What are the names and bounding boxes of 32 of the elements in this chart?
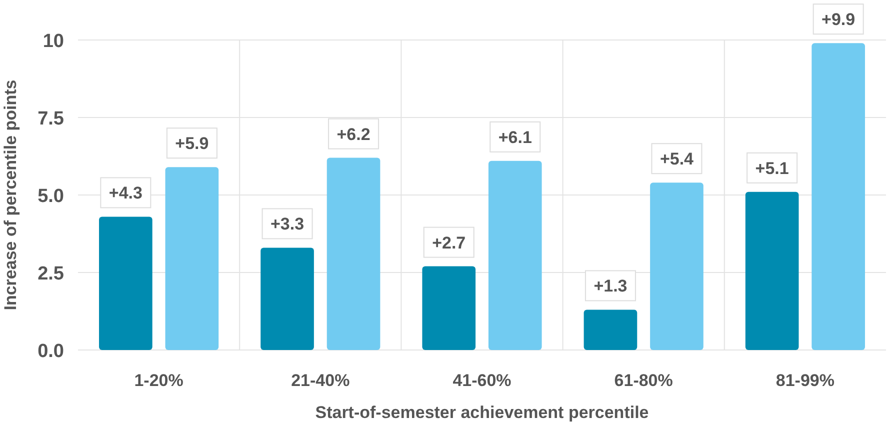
y-tick-label: 5.0: [38, 186, 64, 207]
data-label: +5.1: [755, 158, 789, 178]
bar: [488, 160, 542, 350]
data-label: +4.3: [108, 184, 142, 203]
bar: [745, 192, 799, 350]
x-tick-label: 81-99%: [776, 371, 835, 390]
y-tick-label: 2.5: [38, 264, 64, 284]
bar: [650, 182, 704, 350]
bar: [165, 167, 219, 350]
data-label: +5.4: [660, 150, 694, 169]
bar: [99, 216, 152, 350]
data-label: +3.3: [270, 214, 304, 234]
x-tick-label: 21-40%: [291, 371, 350, 390]
bar: [812, 43, 865, 350]
data-label: +6.1: [498, 128, 532, 147]
y-tick-label: 0.0: [38, 341, 64, 362]
x-tick-label: 41-60%: [452, 371, 512, 390]
y-tick-label: 10: [42, 31, 64, 52]
data-label: +5.9: [175, 134, 209, 154]
bar: [260, 248, 314, 350]
data-label: +6.2: [336, 124, 370, 144]
data-label: +1.3: [594, 276, 628, 296]
y-tick-label: 7.5: [38, 108, 64, 130]
data-label: +9.9: [822, 10, 856, 30]
bar: [584, 310, 638, 350]
y-axis-title: Increase of percentile points: [1, 80, 20, 310]
bar: [326, 158, 380, 350]
x-axis-title: Start-of-semester achievement percentile: [315, 403, 649, 422]
x-tick-label: 61-80%: [614, 371, 673, 390]
data-label: +2.7: [432, 233, 466, 252]
x-tick-label: 1-20%: [134, 371, 184, 390]
bar: [422, 266, 476, 350]
